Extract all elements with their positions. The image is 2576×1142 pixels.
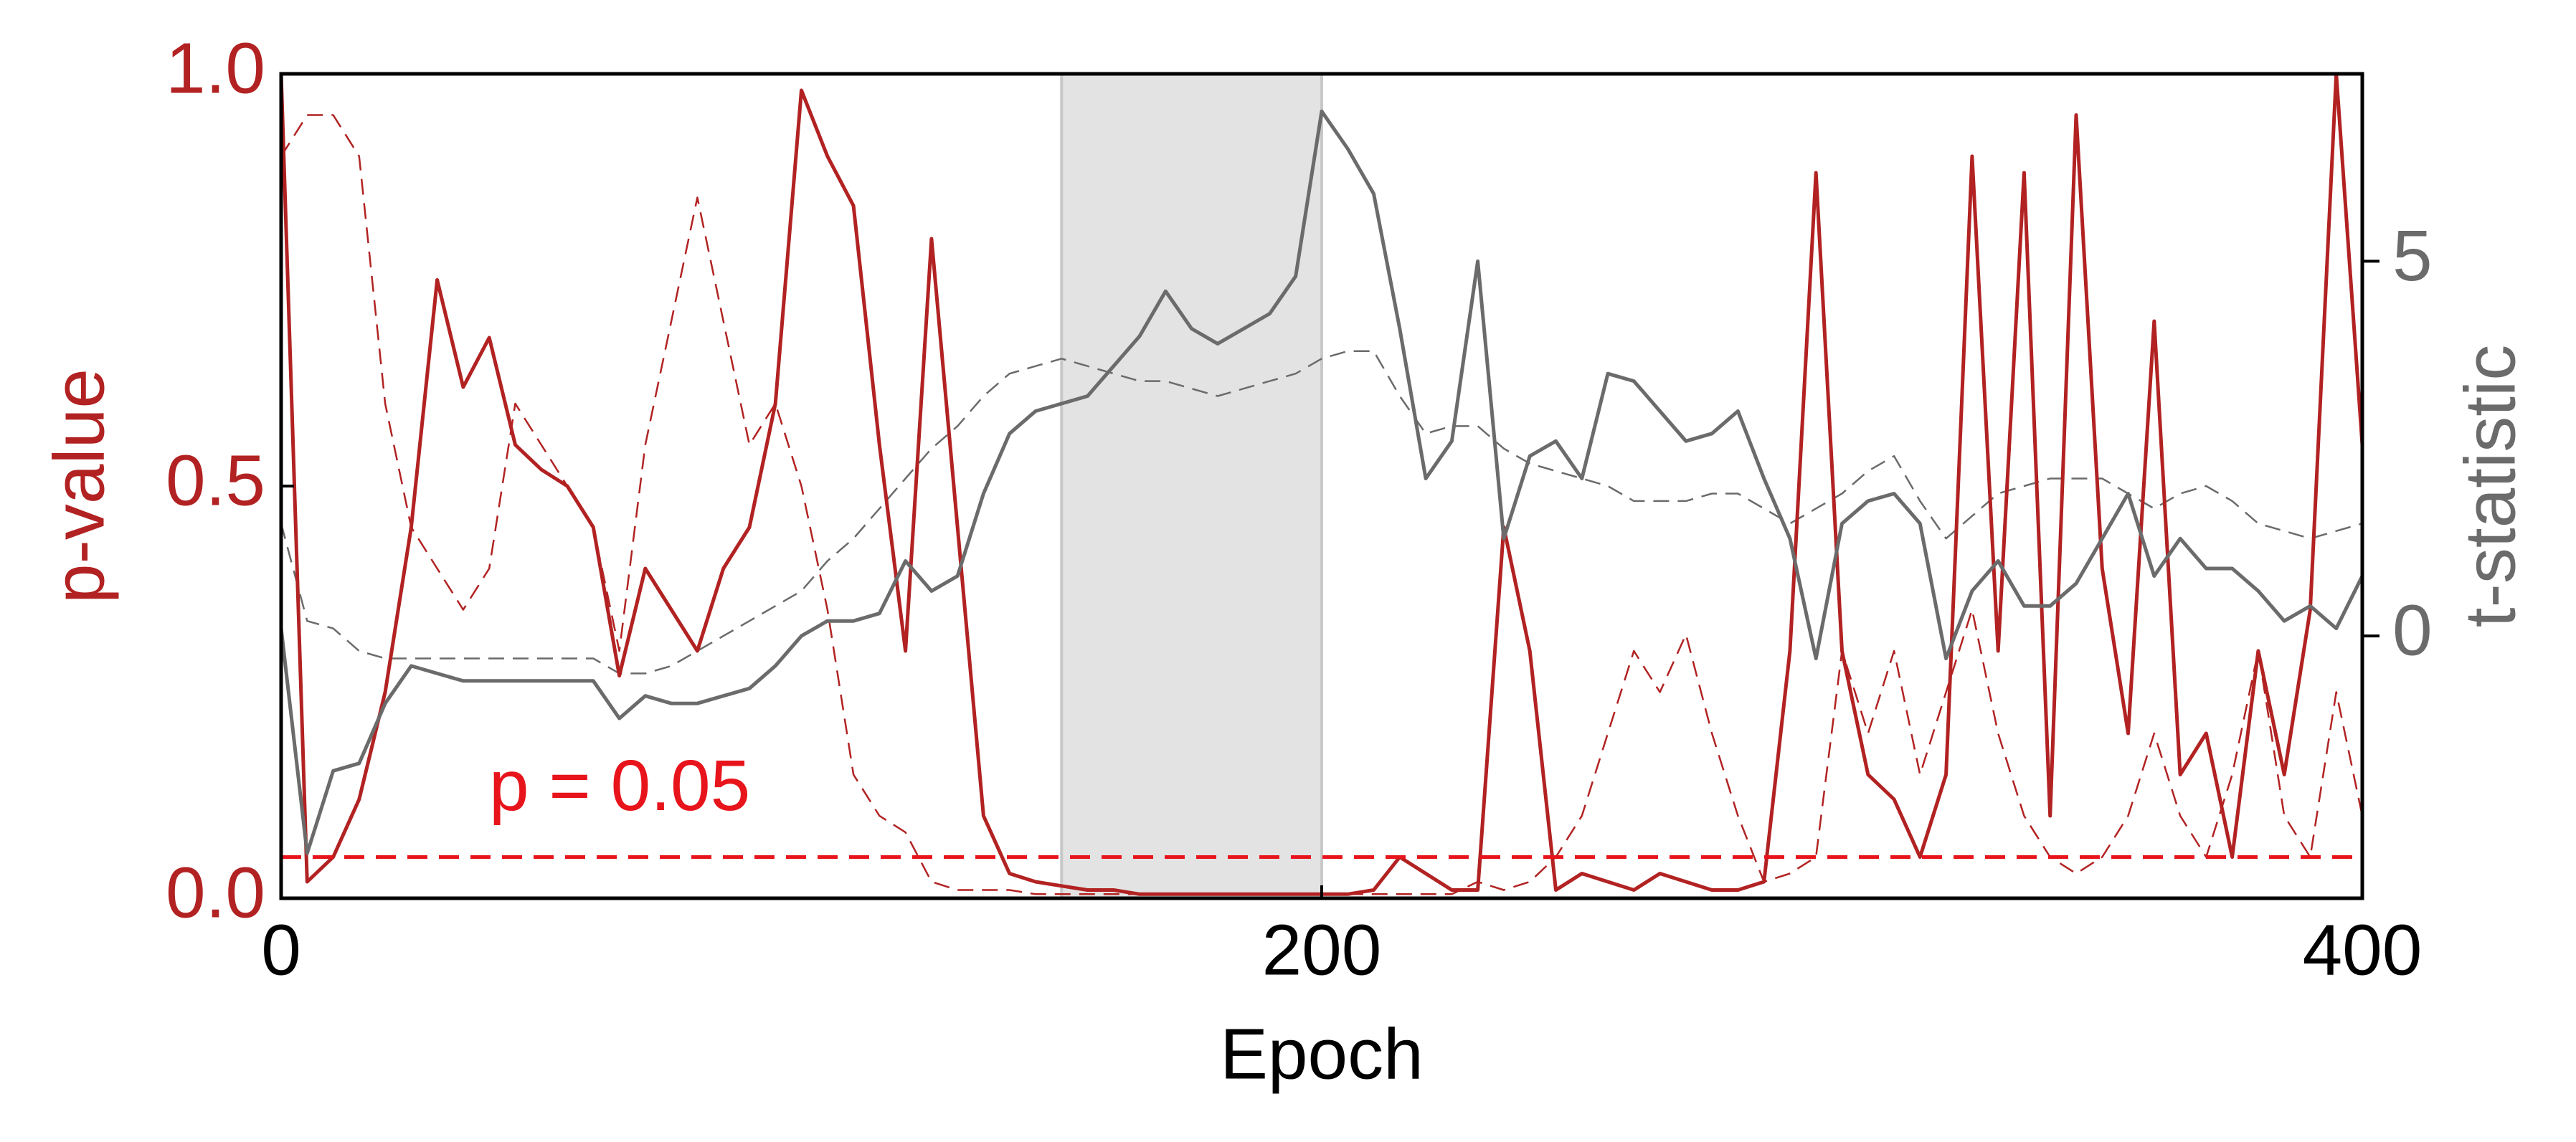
shaded-span [1061,74,1322,898]
plot-area: p = 0.05 0 200 400 0.0 0.5 1.0 0 5 Epoch p-value t-… [39,28,2530,1094]
annotation: p = 0.05 [489,746,750,826]
series-line [279,109,2364,855]
x-axis-label: Epoch [1220,1014,1424,1094]
y-tick-label: 0.5 [166,440,265,520]
series-line [280,114,2364,895]
y-axis-label: p-value [39,368,119,604]
y2-tick-label: 0 [2392,591,2433,671]
y2-axis-label: t-statistic [2450,345,2530,627]
x-tick-label: 200 [1262,910,1382,990]
x-tick-label: 400 [2303,910,2423,990]
y-tick-label: 0.0 [166,852,265,933]
x-tick-label: 0 [261,910,301,990]
y2-tick-label: 5 [2392,216,2433,296]
series-line [280,350,2363,675]
y-tick-label: 1.0 [166,28,265,108]
